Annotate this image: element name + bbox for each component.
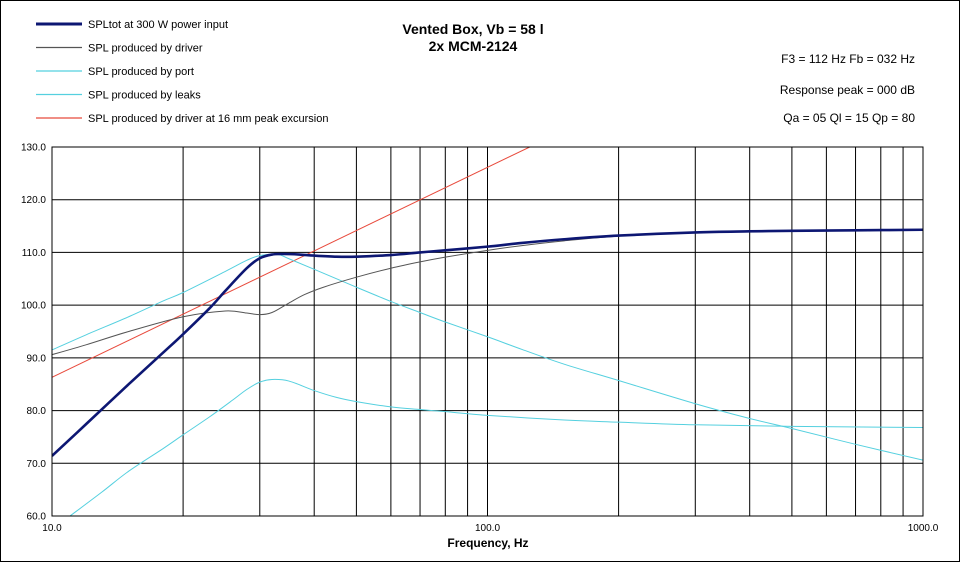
y-tick-label: 120.0 [21, 195, 46, 206]
annotation-q-values: Qa = 05 Ql = 15 Qp = 80 [783, 111, 915, 125]
chart-title: Vented Box, Vb = 58 l [402, 21, 543, 37]
y-tick-label: 80.0 [27, 406, 47, 417]
x-axis-title: Frequency, Hz [447, 536, 528, 550]
annotation-response-peak: Response peak = 000 dB [780, 83, 915, 97]
series-line-3 [52, 253, 923, 461]
legend-label-3: SPL produced by leaks [88, 90, 201, 102]
series-line-4 [52, 147, 530, 378]
y-axis-labels: 60.0 70.0 80.0 90.0 100.0 110.0 120.0 130.0 [21, 143, 46, 523]
y-tick-label: 60.0 [27, 512, 47, 523]
annotation-f3-fb: F3 = 112 Hz Fb = 032 Hz [781, 52, 915, 66]
y-tick-label: 110.0 [22, 248, 47, 259]
x-axis-labels: 10.0 100.0 1000.0 [42, 523, 938, 534]
series-line-0 [52, 228, 923, 457]
legend-label-2: SPL produced by port [88, 66, 194, 78]
y-tick-label: 90.0 [27, 353, 47, 364]
chart-subtitle: 2x MCM-2124 [429, 38, 518, 54]
legend-label-0: SPLtot at 300 W power input [88, 19, 228, 31]
y-tick-label: 70.0 [27, 459, 47, 470]
legend: SPLtot at 300 W power input SPL produced … [36, 19, 329, 125]
plot-border [51, 146, 924, 517]
x-tick-label: 100.0 [475, 523, 500, 534]
series-line-2 [69, 378, 923, 516]
legend-label-4: SPL produced by driver at 16 mm peak exc… [88, 113, 329, 125]
legend-label-1: SPL produced by driver [88, 43, 203, 55]
x-tick-label: 10.0 [42, 523, 62, 534]
y-tick-label: 100.0 [21, 301, 46, 312]
x-tick-label: 1000.0 [908, 523, 939, 534]
grid [52, 146, 923, 517]
series-lines [52, 147, 923, 516]
y-tick-label: 130.0 [21, 143, 46, 154]
